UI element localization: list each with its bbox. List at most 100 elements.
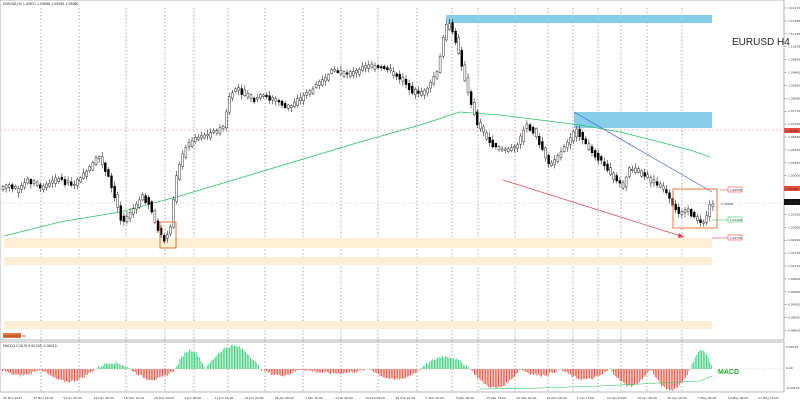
candle-body[interactable] — [342, 71, 346, 77]
candle-body[interactable] — [451, 22, 454, 33]
candle-body[interactable] — [76, 179, 79, 186]
candle-body[interactable] — [448, 23, 451, 30]
candle-body[interactable] — [423, 89, 426, 96]
candle-body[interactable] — [97, 156, 101, 160]
candle-body[interactable] — [156, 220, 160, 231]
candle-body[interactable] — [432, 75, 436, 85]
candle-body[interactable] — [469, 91, 473, 105]
candle-body[interactable] — [643, 172, 646, 177]
candle-body[interactable] — [187, 142, 191, 147]
candle-body[interactable] — [500, 148, 504, 151]
current-highlight-box[interactable] — [672, 188, 718, 229]
candle-body[interactable] — [203, 134, 206, 139]
candle-body[interactable] — [150, 201, 154, 213]
candle-body[interactable] — [445, 24, 448, 41]
candle-body[interactable] — [240, 88, 243, 95]
candle-body[interactable] — [587, 143, 591, 151]
candle-body[interactable] — [358, 69, 361, 75]
candle-body[interactable] — [119, 205, 123, 221]
candle-body[interactable] — [333, 69, 336, 72]
candle-body[interactable] — [212, 130, 216, 133]
price-marker-2[interactable]: 1.05260 — [712, 216, 743, 223]
candle-body[interactable] — [473, 102, 476, 115]
candle-body[interactable] — [562, 146, 566, 152]
candle-body[interactable] — [305, 92, 308, 96]
candle-body[interactable] — [600, 156, 603, 161]
candle-body[interactable] — [262, 94, 265, 97]
candle-body[interactable] — [603, 161, 606, 167]
support-zone-3[interactable] — [4, 321, 712, 329]
candle-body[interactable] — [404, 78, 408, 85]
candle-body[interactable] — [4, 184, 8, 189]
candle-body[interactable] — [175, 175, 178, 202]
candle-body[interactable] — [79, 177, 82, 182]
candle-body[interactable] — [48, 182, 51, 187]
candle-body[interactable] — [69, 181, 73, 186]
candle-body[interactable] — [91, 162, 95, 171]
candle-body[interactable] — [531, 127, 535, 134]
candle-body[interactable] — [463, 64, 467, 82]
candle-body[interactable] — [94, 157, 98, 166]
candle-body[interactable] — [104, 162, 107, 172]
time-axis[interactable]: 20 Nov 2023 27 Nov 16:00 5 Dec 00:00 12 Dec… — [3, 396, 779, 400]
candle-body[interactable] — [113, 185, 116, 199]
candle-body[interactable] — [606, 163, 609, 171]
candle-body[interactable] — [345, 72, 349, 75]
candle-body[interactable] — [699, 219, 702, 223]
candle-body[interactable] — [57, 178, 60, 182]
candle-body[interactable] — [696, 216, 699, 221]
candle-body[interactable] — [649, 177, 653, 184]
candle-body[interactable] — [339, 70, 343, 75]
candle-body[interactable] — [482, 126, 485, 133]
candle-body[interactable] — [32, 180, 36, 184]
candle-body[interactable] — [274, 98, 277, 102]
candle-body[interactable] — [364, 65, 367, 69]
candle-body[interactable] — [138, 199, 141, 208]
candle-body[interactable] — [184, 147, 188, 158]
candle-body[interactable] — [442, 36, 445, 57]
candle-body[interactable] — [386, 67, 389, 71]
candle-body[interactable] — [609, 167, 612, 175]
candle-body[interactable] — [355, 69, 358, 74]
price-marker-3[interactable]: 1.04750 — [712, 234, 743, 241]
candle-body[interactable] — [352, 71, 355, 76]
candle-body[interactable] — [39, 184, 42, 189]
candle-body[interactable] — [454, 30, 457, 43]
candle-body[interactable] — [662, 185, 665, 190]
candle-body[interactable] — [376, 65, 380, 68]
candle-body[interactable] — [290, 105, 293, 109]
candlestick-series[interactable] — [1, 19, 715, 244]
candle-body[interactable] — [628, 167, 631, 177]
candle-body[interactable] — [277, 99, 281, 103]
candle-body[interactable] — [311, 88, 315, 94]
candle-body[interactable] — [141, 194, 144, 201]
candle-body[interactable] — [144, 195, 147, 203]
candle-body[interactable] — [690, 209, 693, 217]
candle-body[interactable] — [42, 185, 45, 190]
candle-body[interactable] — [23, 182, 26, 188]
candle-body[interactable] — [392, 71, 395, 76]
candle-body[interactable] — [29, 179, 33, 185]
candle-body[interactable] — [367, 64, 370, 69]
candle-body[interactable] — [624, 176, 628, 188]
candle-body[interactable] — [686, 208, 690, 212]
candle-body[interactable] — [330, 69, 333, 74]
candle-body[interactable] — [634, 167, 637, 174]
candle-body[interactable] — [215, 130, 219, 134]
candle-body[interactable] — [17, 188, 20, 194]
candle-body[interactable] — [516, 144, 519, 149]
candle-body[interactable] — [231, 92, 234, 99]
candle-body[interactable] — [252, 97, 256, 102]
price-axis[interactable]: 1.12170 1.11605 1.11055 1.10505 1.09955 1.094… — [784, 6, 800, 333]
low-highlight-box[interactable] — [159, 221, 177, 249]
candle-body[interactable] — [172, 199, 175, 228]
candle-body[interactable] — [466, 77, 470, 93]
candle-body[interactable] — [200, 135, 203, 139]
candle-body[interactable] — [497, 146, 501, 150]
candle-body[interactable] — [668, 192, 671, 199]
candle-body[interactable] — [593, 150, 597, 158]
resistance-zone-middle[interactable] — [574, 112, 712, 128]
candle-body[interactable] — [169, 226, 172, 235]
candle-body[interactable] — [597, 153, 600, 161]
candle-body[interactable] — [544, 147, 547, 159]
